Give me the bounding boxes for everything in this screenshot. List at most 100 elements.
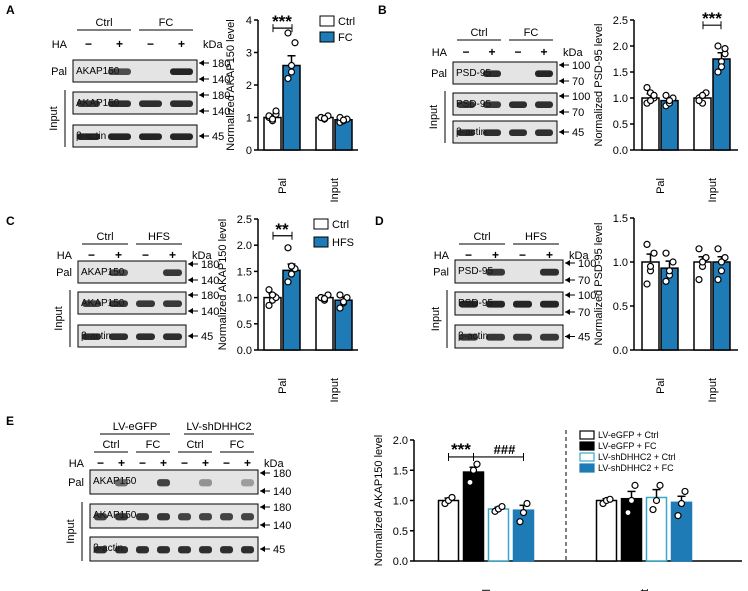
blot-row bbox=[454, 259, 564, 284]
x-tick-label: Pal bbox=[655, 378, 667, 394]
band bbox=[115, 479, 128, 487]
band bbox=[199, 546, 212, 554]
x-tick-label: Input bbox=[639, 589, 651, 591]
legend-swatch bbox=[579, 452, 595, 462]
marker-arrow-head bbox=[188, 261, 193, 267]
marker-arrow-head bbox=[199, 92, 204, 98]
data-point bbox=[265, 301, 273, 310]
band bbox=[459, 333, 478, 341]
marker-label: 180 bbox=[212, 58, 230, 70]
data-point bbox=[646, 262, 655, 270]
legend-swatch bbox=[319, 31, 335, 43]
ha-mark: + bbox=[115, 248, 122, 262]
y-tick-label: 1.0 bbox=[237, 293, 252, 305]
marker-label: 140 bbox=[201, 306, 219, 318]
marker-label: 100 bbox=[572, 91, 590, 103]
ha-label: HA bbox=[434, 250, 450, 262]
band bbox=[82, 333, 101, 340]
ha-mark: + bbox=[546, 248, 553, 262]
legend-label: LV-eGFP + Ctrl bbox=[598, 430, 658, 440]
group-label: Ctrl bbox=[186, 439, 203, 451]
data-point bbox=[466, 478, 474, 486]
bar bbox=[693, 261, 712, 351]
marker-arrow-head bbox=[260, 504, 265, 510]
band bbox=[170, 100, 193, 107]
band bbox=[136, 546, 149, 554]
marker-label: 140 bbox=[212, 74, 230, 86]
input-label: Input bbox=[65, 519, 77, 543]
marker-label: 45 bbox=[212, 131, 224, 143]
blot-row bbox=[77, 324, 187, 348]
data-point bbox=[717, 267, 726, 275]
marker-label: 45 bbox=[578, 332, 590, 344]
data-point bbox=[272, 107, 280, 115]
y-tick-label: 0.5 bbox=[613, 119, 628, 131]
row-label: AKAP150 bbox=[93, 510, 137, 521]
bar bbox=[595, 499, 618, 562]
ha-mark: + bbox=[244, 456, 251, 470]
data-point bbox=[284, 244, 292, 252]
ha-mark: + bbox=[160, 456, 167, 470]
band bbox=[136, 300, 155, 307]
blot-row bbox=[72, 124, 198, 148]
legend-label: Ctrl bbox=[332, 219, 349, 231]
marker-label: 45 bbox=[273, 544, 285, 556]
panel-letter: E bbox=[6, 414, 14, 428]
bar bbox=[645, 496, 668, 562]
marker-arrow-head bbox=[188, 308, 193, 314]
band bbox=[220, 546, 233, 554]
marker-label: 180 bbox=[212, 90, 230, 102]
band bbox=[163, 300, 182, 307]
band bbox=[220, 513, 233, 521]
band bbox=[94, 546, 107, 554]
band bbox=[157, 513, 170, 521]
band bbox=[170, 68, 193, 75]
ha-mark: + bbox=[488, 45, 495, 59]
marker-label: 140 bbox=[212, 106, 230, 118]
data-point bbox=[291, 39, 299, 47]
data-point bbox=[606, 495, 614, 503]
band bbox=[170, 133, 193, 140]
data-point bbox=[669, 258, 677, 266]
bar bbox=[670, 501, 693, 562]
data-point bbox=[287, 262, 296, 270]
band bbox=[109, 269, 128, 276]
data-point bbox=[652, 496, 661, 505]
band bbox=[163, 269, 182, 276]
marker-arrow-head bbox=[188, 277, 193, 283]
bar bbox=[620, 497, 643, 562]
top-group-label: LV-eGFP bbox=[113, 421, 157, 433]
data-point bbox=[339, 116, 348, 124]
bar bbox=[712, 261, 731, 351]
ha-mark: + bbox=[202, 456, 209, 470]
band bbox=[157, 479, 170, 487]
y-axis-label: Normalized PSD-95 level bbox=[593, 24, 605, 147]
data-point bbox=[681, 487, 689, 496]
marker-arrow-head bbox=[199, 108, 204, 114]
data-point bbox=[516, 518, 524, 526]
legend-swatch bbox=[313, 236, 329, 248]
x-tick-label: Pal bbox=[277, 178, 289, 194]
group-label: FC bbox=[146, 439, 161, 451]
kda-label: kDa bbox=[264, 458, 284, 470]
band bbox=[535, 70, 553, 77]
marker-arrow-head bbox=[188, 292, 193, 298]
data-point bbox=[714, 245, 722, 253]
ha-mark: − bbox=[85, 37, 92, 51]
marker-label: 45 bbox=[572, 127, 584, 139]
data-point bbox=[287, 61, 296, 70]
row-label: AKAP150 bbox=[81, 267, 125, 278]
band bbox=[136, 513, 149, 521]
sig-label: *** bbox=[702, 9, 722, 28]
band bbox=[157, 546, 170, 554]
y-tick-label: 1.5 bbox=[393, 465, 408, 477]
marker-arrow-head bbox=[565, 292, 570, 298]
ha-mark: − bbox=[97, 456, 104, 470]
data-point bbox=[662, 91, 670, 100]
band bbox=[139, 100, 162, 107]
top-group-label: LV-shDHHC2 bbox=[186, 421, 251, 433]
marker-arrow-head bbox=[565, 277, 570, 283]
ha-mark: − bbox=[514, 45, 521, 59]
group-label: Ctrl bbox=[96, 231, 113, 243]
input-label: Input bbox=[53, 306, 65, 330]
